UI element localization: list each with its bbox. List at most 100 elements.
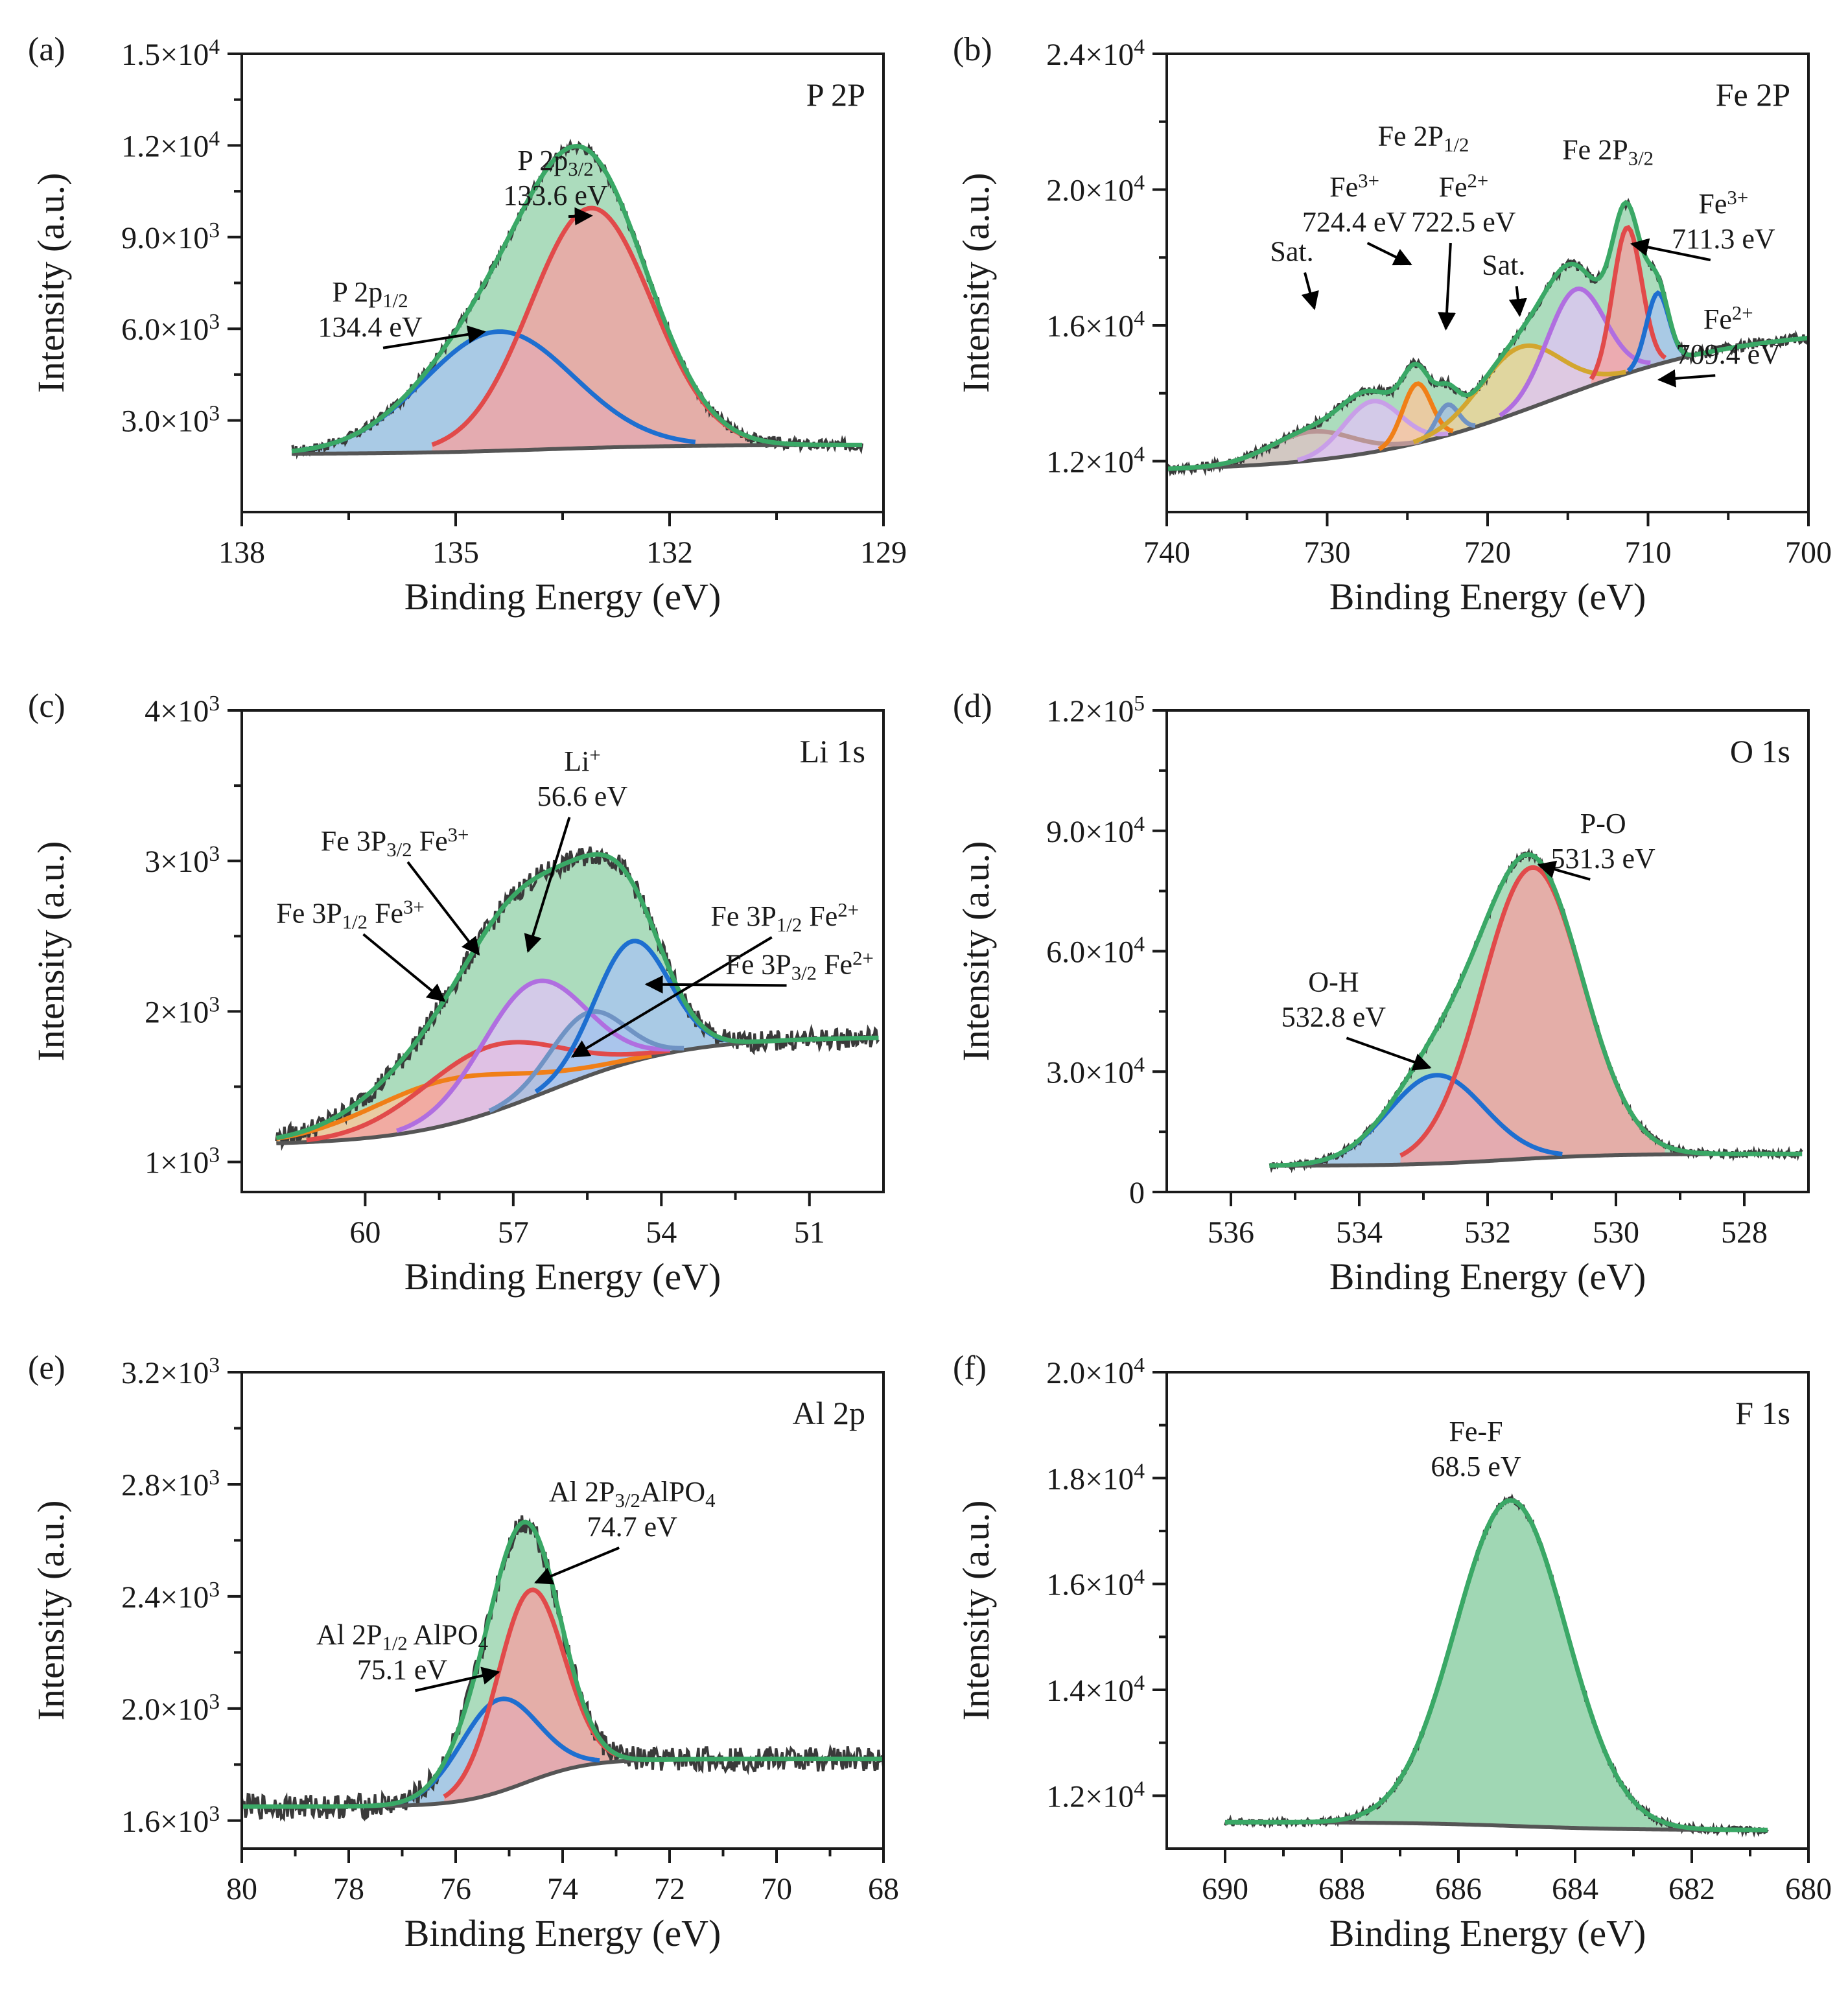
y-tick-label: 1.5×104 (121, 35, 220, 72)
component-line-6 (1499, 286, 1651, 418)
peak-annotation: Fe2+722.5 eV (1411, 170, 1516, 331)
annotation-text: Fe 3P1/2 Fe3+ (276, 896, 425, 933)
core-level-label: Al 2p (793, 1395, 866, 1431)
component-fill-6 (1500, 288, 1651, 419)
component-line-5 (1412, 343, 1626, 445)
x-tick-label: 76 (440, 1872, 471, 1906)
x-tick-label: 532 (1464, 1215, 1511, 1250)
x-tick-label: 138 (218, 535, 265, 570)
y-tick-label: 1.6×103 (121, 1802, 220, 1839)
y-tick-label: 1.6×104 (1046, 307, 1145, 344)
x-tick-label: 686 (1435, 1872, 1482, 1906)
x-tick-label: 682 (1668, 1872, 1715, 1906)
panel-label: (f) (953, 1350, 987, 1386)
annotation-text: 709.4 eV (1676, 338, 1781, 370)
y-tick-label: 2×103 (145, 992, 220, 1029)
y-tick-label: 9.0×104 (1046, 812, 1145, 849)
x-axis-label: Binding Energy (eV) (1329, 1256, 1646, 1298)
y-tick-label: 3.0×103 (121, 402, 220, 439)
component-line-2 (306, 1040, 671, 1143)
annotation-text: Li+ (564, 744, 600, 777)
y-axis-label: Intensity (a.u.) (955, 841, 997, 1062)
annotation-arrow (1630, 238, 1711, 262)
peak-annotation: Fe2+709.4 eV (1657, 302, 1781, 388)
x-axis-label: Binding Energy (eV) (1329, 1912, 1646, 1954)
component-line-4 (488, 1009, 684, 1113)
y-axis-label: Intensity (a.u.) (30, 173, 72, 393)
y-axis-label: Intensity (a.u.) (955, 1501, 997, 1721)
peak-annotation: Fe 3P3/2 Fe3+ (321, 824, 480, 956)
component-fill-2 (1297, 401, 1449, 462)
x-tick-label: 78 (333, 1872, 364, 1906)
panel-label: (a) (28, 31, 65, 68)
y-axis-label: Intensity (a.u.) (30, 841, 72, 1062)
component-fill-1 (1364, 1500, 1657, 1830)
annotation-text: O-H (1308, 966, 1359, 998)
annotation-text: P-O (1580, 808, 1626, 839)
envelope-line (275, 852, 879, 1141)
peak-annotation: Sat. (1482, 249, 1527, 318)
y-tick-label: 2.0×104 (1046, 170, 1145, 207)
peak-annotation: Fe3+711.3 eV (1630, 187, 1775, 262)
peak-annotation: Fe-F 68.5 eV (1431, 1416, 1521, 1482)
annotation-text: Fe-F (1449, 1416, 1503, 1447)
x-tick-label: 80 (226, 1872, 257, 1906)
component-fill-3 (397, 981, 670, 1135)
peak-annotation: P-O 531.3 eV (1537, 808, 1655, 881)
peak-annotation: Fe3+724.4 eV (1302, 170, 1412, 266)
component-line-3 (396, 978, 670, 1133)
y-tick-label: 1.8×104 (1046, 1459, 1145, 1496)
peak-annotation: Fe 2P1/2 (1378, 120, 1469, 156)
annotation-text: Fe 3P3/2 Fe2+ (725, 947, 874, 984)
x-tick-label: 51 (794, 1215, 825, 1250)
envelope-line (291, 144, 863, 454)
annotation-arrow (534, 1547, 620, 1585)
x-tick-label: 730 (1304, 535, 1351, 570)
y-tick-label: 3.2×103 (121, 1353, 220, 1390)
core-level-label: F 1s (1735, 1395, 1790, 1431)
x-tick-label: 68 (868, 1872, 899, 1906)
annotation-text: 724.4 eV (1302, 206, 1407, 238)
x-tick-label: 700 (1785, 535, 1832, 570)
x-axis-label: Binding Energy (eV) (1329, 576, 1646, 618)
chart-panel-b: (b) 740 730 720 710 700 1.2×104 1.6×104 2.0×104 2… (953, 31, 1832, 618)
component-line-3 (1377, 381, 1454, 451)
y-tick-label: 2.0×103 (121, 1690, 220, 1727)
component-fill-2 (1400, 867, 1665, 1165)
annotation-arrow (1537, 860, 1591, 881)
axes-frame (1165, 1371, 1810, 1850)
annotation-text: 74.7 eV (587, 1511, 678, 1543)
envelope-line (242, 1519, 883, 1809)
x-tick-label: 740 (1143, 535, 1190, 570)
annotation-arrow (1508, 286, 1527, 318)
annotation-arrow (1346, 1036, 1432, 1071)
annotation-arrow (524, 817, 571, 953)
x-axis-label: Binding Energy (eV) (404, 1912, 721, 1954)
annotation-text: 68.5 eV (1431, 1451, 1521, 1482)
annotation-arrow (644, 975, 787, 994)
annotation-text: Fe 3P1/2 Fe2+ (710, 899, 859, 936)
annotation-text: Fe 2P3/2 (1562, 134, 1654, 169)
peak-annotation: Fe 3P1/2 Fe2+ (570, 899, 859, 1058)
component-fill-1 (1201, 431, 1421, 468)
y-axis-label: Intensity (a.u.) (955, 173, 997, 393)
chart-panel-c: (c) 60 57 54 51 1×103 2×103 3×103 4×103 Binding E… (28, 688, 885, 1298)
envelope-fill (1167, 202, 1808, 469)
envelope-line (1269, 852, 1803, 1168)
y-tick-label: 3×103 (145, 842, 220, 879)
x-tick-label: 534 (1336, 1215, 1383, 1250)
core-level-label: Li 1s (800, 733, 865, 769)
x-tick-label: 72 (654, 1872, 685, 1906)
y-tick-label: 2.0×104 (1046, 1353, 1145, 1390)
annotation-text: 133.6 eV (503, 180, 608, 211)
x-axis-label: Binding Energy (eV) (404, 576, 721, 618)
envelope-line (1225, 1498, 1768, 1832)
x-tick-label: 135 (432, 535, 479, 570)
annotation-arrow (1301, 272, 1319, 310)
x-tick-label: 129 (860, 535, 907, 570)
annotation-text: Fe 2P1/2 (1378, 120, 1469, 156)
x-tick-label: 688 (1318, 1872, 1365, 1906)
y-tick-label: 1.2×104 (1046, 1777, 1145, 1814)
